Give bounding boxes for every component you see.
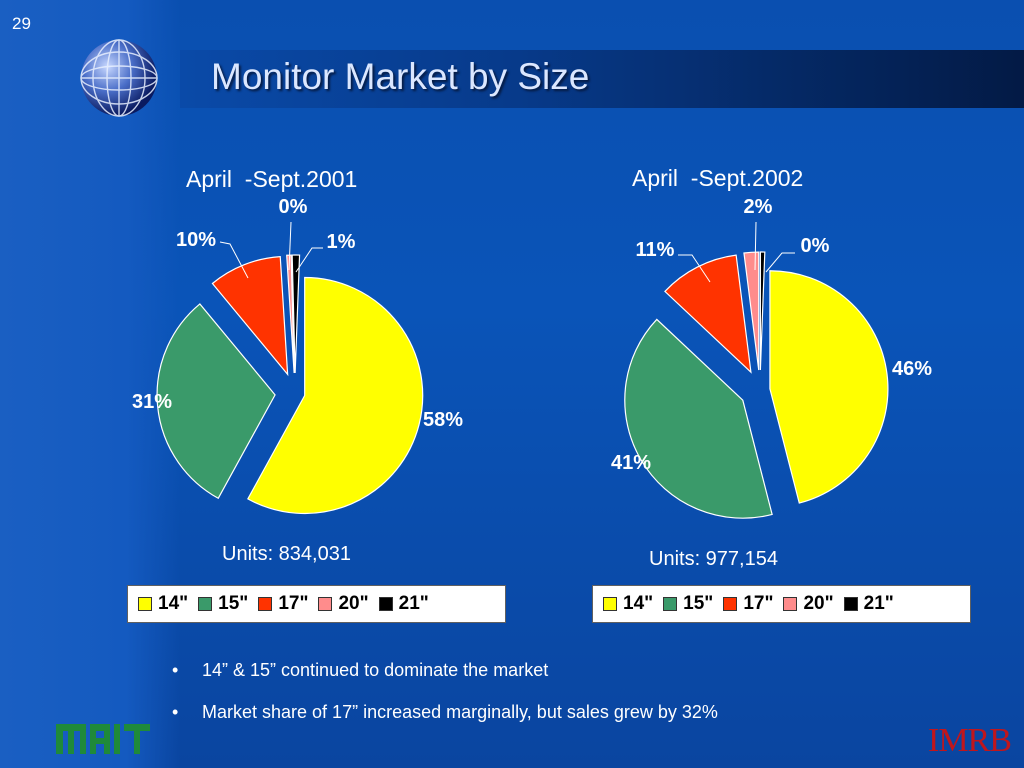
pie-data-label: 10%	[176, 229, 216, 251]
legend-item: 17"	[723, 593, 773, 615]
legend-item: 20"	[318, 593, 369, 615]
globe-icon	[80, 39, 158, 117]
chart-1-legend: 14" 15" 17" 20" 21"	[127, 585, 506, 623]
pie-slice-14in	[247, 276, 424, 515]
slide-number: 29	[12, 14, 31, 33]
bullet-dot: •	[172, 660, 179, 680]
pie-data-label: 41%	[611, 452, 651, 474]
legend-item: 17"	[258, 593, 308, 615]
legend-label: 14"	[158, 593, 189, 614]
chart-2-legend: 14" 15" 17" 20" 21"	[592, 585, 971, 623]
pie-data-label: 31%	[132, 391, 172, 413]
legend-label: 15"	[683, 593, 714, 614]
chart-2-title: April -Sept.2002	[632, 165, 804, 191]
chart-2-units: Units: 977,154	[649, 548, 778, 570]
pie-data-label: 1%	[327, 231, 356, 253]
legend-swatch	[723, 597, 738, 611]
pie-data-label: 0%	[801, 235, 830, 257]
pie-slice-17in	[664, 254, 752, 374]
legend-swatch	[378, 597, 393, 611]
pie-slice-14in	[769, 270, 889, 504]
leader-line	[295, 247, 323, 273]
leader-line	[219, 241, 249, 279]
leader-line	[765, 252, 795, 273]
legend-item: 21"	[843, 593, 894, 615]
bullet-dot: •	[172, 702, 179, 722]
slide-title: Monitor Market by Size	[211, 56, 590, 97]
legend-label: 21"	[863, 593, 894, 614]
legend-label: 21"	[398, 593, 429, 614]
pie-data-label: 2%	[744, 196, 773, 218]
left-gradient-band	[0, 0, 180, 768]
legend-swatch	[318, 597, 333, 611]
pie-slice-21in	[291, 254, 301, 374]
legend-label: 14"	[623, 593, 654, 614]
legend-item: 15"	[663, 593, 713, 615]
legend-swatch	[198, 597, 213, 611]
pie-slice-15in	[624, 318, 773, 519]
mait-logo	[56, 724, 150, 754]
legend-item: 14"	[603, 593, 653, 615]
leader-line	[288, 221, 292, 271]
legend-item: 21"	[378, 593, 429, 615]
pie-slice-15in	[156, 303, 276, 500]
legend-label: 17"	[278, 593, 309, 614]
bullet-item: • Market share of 17” increased marginall…	[172, 702, 718, 722]
legend-swatch	[663, 597, 678, 611]
legend-item: 14"	[138, 593, 188, 615]
legend-swatch	[258, 597, 273, 611]
legend-swatch	[843, 597, 858, 611]
leader-line	[754, 221, 757, 271]
pie-slice-21in	[759, 251, 766, 371]
legend-item: 15"	[198, 593, 248, 615]
bullet-list: • 14” & 15” continued to dominate the mar…	[172, 660, 718, 744]
imrb-logo: IMRB	[928, 722, 1012, 759]
leader-line	[678, 254, 711, 283]
pie-slice-20in	[286, 254, 295, 374]
chart-1-title: April -Sept.2001	[186, 166, 358, 192]
legend-item: 20"	[783, 593, 834, 615]
legend-label: 15"	[218, 593, 249, 614]
legend-label: 17"	[743, 593, 774, 614]
pie-slice-17in	[211, 256, 289, 377]
legend-swatch	[138, 597, 152, 611]
legend-swatch	[783, 597, 798, 611]
legend-swatch	[603, 597, 617, 611]
bullet-item: • 14” & 15” continued to dominate the mar…	[172, 660, 549, 680]
chart-1-units: Units: 834,031	[222, 543, 351, 565]
pie-data-label: 58%	[423, 409, 463, 431]
pie-data-label: 0%	[279, 196, 308, 218]
title-band	[180, 50, 1024, 108]
legend-label: 20"	[338, 593, 369, 614]
pie-data-label: 46%	[892, 358, 932, 380]
pie-slice-20in	[743, 251, 760, 371]
legend-label: 20"	[803, 593, 834, 614]
pie-data-label: 11%	[636, 239, 675, 261]
